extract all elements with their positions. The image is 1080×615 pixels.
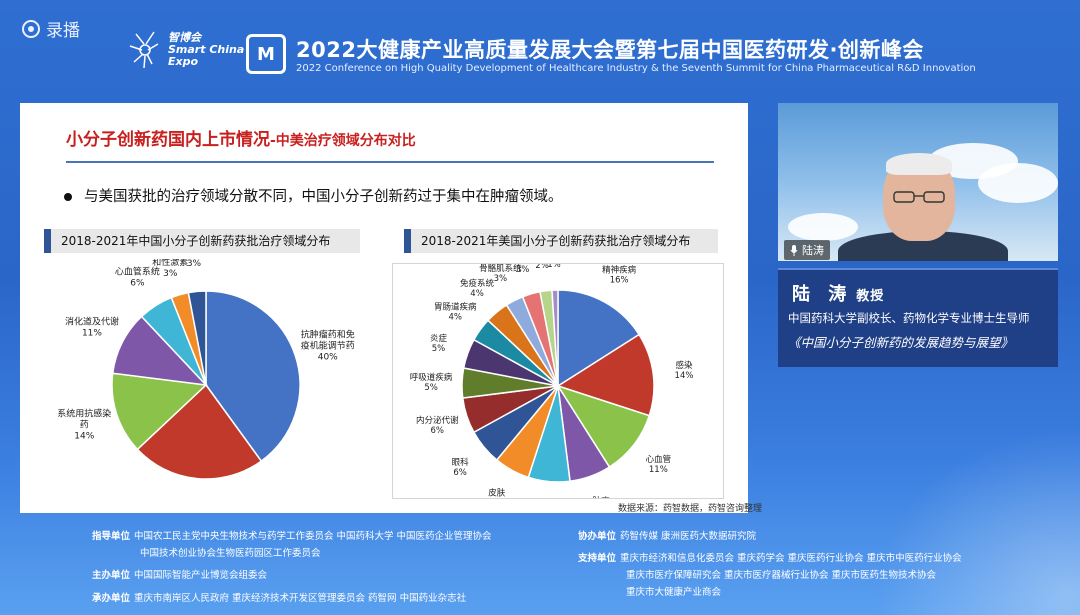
- china-chart-header: 2018-2021年中国小分子创新药获批治疗领域分布: [44, 229, 360, 253]
- expo-logo-icon: [129, 31, 159, 69]
- pie-slice: [187, 290, 207, 386]
- us-chart-header: 2018-2021年美国小分子创新药获批治疗领域分布: [404, 229, 718, 253]
- footer-co: 协办单位 药智传媒 康洲医药大数据研究院: [578, 528, 756, 542]
- pie-slice-label: 肿瘤7%: [593, 495, 611, 498]
- background-glow: [860, 415, 1080, 615]
- footer-support-line3: 重庆市大健康产业商会: [626, 587, 722, 598]
- conference-subtitle: 2022 Conference on High Quality Developm…: [296, 63, 976, 74]
- us-chart-area: 精神疾病16%感染14%心血管11%肿瘤7%泌尿生殖系统7%皮肤6%眼科6%内分…: [392, 249, 724, 523]
- pie-slice-label: 骨骼肌系统 3%: [479, 264, 522, 284]
- presentation-slide: 小分子创新药国内上市情况-中美治疗领域分布对比 与美国获批的治疗领域分散不同，中…: [20, 103, 762, 524]
- us-pie-chart: 精神疾病16%感染14%心血管11%肿瘤7%泌尿生殖系统7%皮肤6%眼科6%内分…: [410, 249, 694, 523]
- footer-organizer: 承办单位 重庆市南岸区人民政府 重庆经济技术开发区管理委员会 药智网 中国药业杂志…: [92, 590, 466, 604]
- pie-slice-label: 皮肤6%: [488, 487, 506, 498]
- microphone-icon: [790, 244, 798, 256]
- footer-support-line2: 重庆市医疗保障研究会 重庆市医疗器械行业协会 重庆市医药生物技术协会: [626, 570, 937, 581]
- expo-logo: 智博会 Smart China Expo: [128, 28, 244, 72]
- pie-slice-label: 精神疾病 16%: [602, 265, 637, 286]
- pie-slice-label: 心血管系统 6%: [115, 266, 160, 289]
- slide-title-sub: -中美治疗领域分布对比: [270, 133, 416, 149]
- slide-bullet: 与美国获批的治疗领域分散不同，中国小分子创新药过于集中在肿瘤领域。: [64, 185, 563, 206]
- data-source: 数据来源：药智数据，药智咨询整理: [618, 504, 763, 514]
- support-orgs-1: 重庆市经济和信息化委员会 重庆药学会 重庆医药行业协会 重庆市中医药行业协会: [620, 553, 962, 564]
- china-chart-title: 2018-2021年中国小分子创新药获批治疗领域分布: [61, 234, 331, 248]
- pie-slice: [551, 289, 559, 387]
- pie-slice-label: 内分泌代谢 6%: [416, 415, 459, 436]
- organizer-orgs: 重庆市南岸区人民政府 重庆经济技术开发区管理委员会 药智网 中国药业杂志社: [134, 593, 467, 604]
- pie-slice-label: 消化道及代谢 11%: [65, 316, 119, 339]
- host-label: 主办单位: [92, 570, 131, 581]
- footer-support: 支持单位 重庆市经济和信息化委员会 重庆药学会 重庆医药行业协会 重庆市中医药行业…: [578, 550, 962, 564]
- speaker-affiliation: 中国药科大学副校长、药物化学专业博士生导师: [788, 311, 1030, 325]
- pie-slice: [205, 290, 301, 463]
- pie-slice-label: 毒性1%: [546, 264, 564, 270]
- footer-guide: 指导单位 中国农工民主党中央生物技术与药学工作委员会 中国药科大学 中国医药企业管…: [92, 528, 492, 542]
- speaker-card: 陆 涛教授 中国药科大学副校长、药物化学专业博士生导师 《中国小分子创新药的发展…: [778, 268, 1058, 367]
- pie-slice-label: 呼吸道疾病 5%: [410, 372, 453, 393]
- organizer-label: 承办单位: [92, 593, 131, 604]
- record-indicator[interactable]: 录播: [22, 16, 80, 41]
- conference-title: 2022大健康产业高质量发展大会暨第七届中国医药研发·创新峰会: [296, 38, 924, 62]
- pie-slice-label: 心血管 11%: [646, 454, 672, 475]
- speaker-hair: [886, 153, 952, 175]
- pie-slice: [136, 383, 263, 480]
- host-org: 中国国际智能产业博览会组委会: [134, 570, 268, 581]
- slide-title-main: 小分子创新药国内上市情况: [66, 130, 270, 150]
- speaker-topic: 《中国小分子创新药的发展趋势与展望》: [788, 335, 1014, 350]
- guide-orgs: 中国农工民主党中央生物技术与药学工作委员会 中国药科大学 中国医药企业管理协会: [134, 531, 492, 542]
- co-orgs: 药智传媒 康洲医药大数据研究院: [620, 531, 757, 542]
- us-chart-title: 2018-2021年美国小分子创新药获批治疗领域分布: [421, 234, 691, 248]
- footer-guide-line2: 中国技术创业协会生物医药园区工作委员会: [140, 548, 321, 559]
- speaker-name-row: 陆 涛教授: [792, 280, 884, 306]
- pie-slice-label: 系统用抗感染药 14%: [57, 408, 111, 442]
- conference-logo-icon: M: [246, 34, 286, 74]
- header-bar: [404, 229, 411, 253]
- speaker-title: 教授: [856, 289, 885, 304]
- china-pie-chart: 抗肿瘤药和免疫机能调节药40%神经系统药23%系统用抗感染药14%消化道及代谢1…: [57, 245, 355, 524]
- support-label: 支持单位: [578, 553, 617, 564]
- pie-slice-label: 免疫系统 4%: [460, 278, 495, 299]
- pie-slice: [556, 333, 655, 417]
- pie-slice: [111, 315, 208, 387]
- pie-slice: [111, 372, 208, 451]
- pie-slice: [557, 289, 641, 388]
- video-name-tag: 陆涛: [784, 240, 830, 260]
- header-bar: [44, 229, 51, 253]
- pie-slice-label: 炎症 5%: [430, 333, 448, 354]
- record-icon: [22, 19, 40, 38]
- bullet-dot-icon: [64, 193, 72, 201]
- title-divider: [66, 161, 714, 163]
- pie-slice-label: 感染 14%: [675, 360, 694, 381]
- pie-slice: [556, 384, 651, 469]
- glasses-icon: [893, 191, 945, 203]
- cloud: [788, 213, 858, 241]
- pie-slice-label: 眼科 6%: [452, 457, 470, 478]
- expo-name-en2: Expo: [168, 55, 199, 68]
- record-label: 录播: [46, 21, 80, 41]
- speaker-video[interactable]: 陆涛: [778, 103, 1058, 261]
- expo-name-en1: Smart China: [168, 43, 245, 56]
- cloud: [978, 163, 1058, 203]
- footer-host: 主办单位 中国国际智能产业博览会组委会: [92, 567, 267, 581]
- china-chart-area: 抗肿瘤药和免疫机能调节药40%神经系统药23%系统用抗感染药14%消化道及代谢1…: [44, 245, 374, 524]
- pie-slice-label: 抗肿瘤药和免疫机能调节药 40%: [301, 329, 355, 363]
- video-name-label: 陆涛: [802, 244, 824, 257]
- expo-name-cn: 智博会: [168, 31, 201, 44]
- slide-title: 小分子创新药国内上市情况-中美治疗领域分布对比: [66, 125, 416, 150]
- guide-label: 指导单位: [92, 531, 131, 542]
- speaker-name: 陆 涛: [792, 284, 853, 305]
- co-label: 协办单位: [578, 531, 617, 542]
- bullet-text: 与美国获批的治疗领域分散不同，中国小分子创新药过于集中在肿瘤领域。: [84, 189, 563, 205]
- pie-slice-label: 胃肠道疾病 4%: [434, 301, 477, 322]
